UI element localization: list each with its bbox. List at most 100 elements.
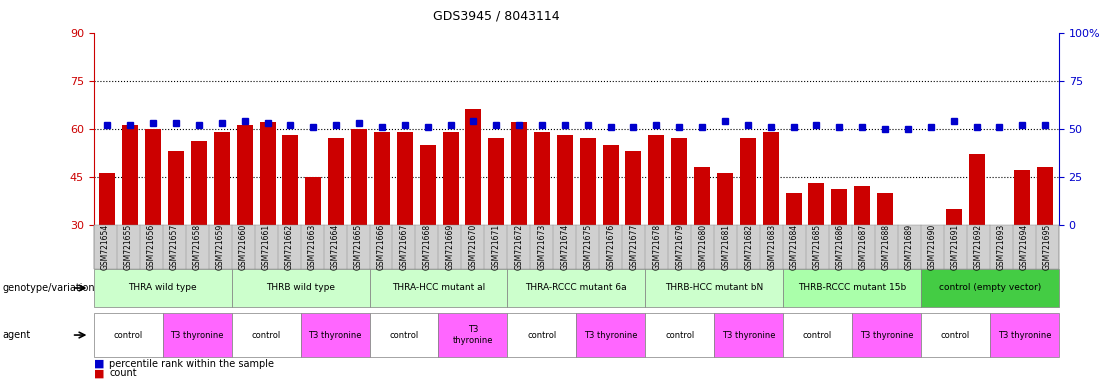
Bar bbox=[900, 225, 915, 247]
Bar bbox=[1015, 170, 1030, 225]
Bar bbox=[808, 183, 824, 225]
Text: control: control bbox=[941, 331, 971, 339]
Bar bbox=[465, 109, 481, 225]
Bar bbox=[649, 135, 664, 225]
Bar bbox=[282, 135, 299, 225]
Text: GSM721686: GSM721686 bbox=[836, 223, 845, 270]
Bar bbox=[146, 129, 161, 225]
Text: GSM721695: GSM721695 bbox=[1043, 223, 1052, 270]
Text: GSM721690: GSM721690 bbox=[928, 223, 936, 270]
Bar bbox=[122, 126, 138, 225]
Text: GSM721676: GSM721676 bbox=[607, 223, 615, 270]
Text: THRA-HCC mutant al: THRA-HCC mutant al bbox=[392, 283, 485, 293]
Bar bbox=[877, 193, 893, 225]
Text: GSM721678: GSM721678 bbox=[652, 223, 661, 270]
Text: GSM721661: GSM721661 bbox=[261, 223, 270, 270]
Bar bbox=[854, 186, 870, 225]
Text: GSM721672: GSM721672 bbox=[514, 223, 523, 270]
Text: percentile rank within the sample: percentile rank within the sample bbox=[109, 359, 275, 369]
Bar bbox=[214, 132, 229, 225]
Text: control: control bbox=[389, 331, 419, 339]
Bar bbox=[785, 193, 802, 225]
Bar bbox=[351, 129, 367, 225]
Text: T3 thyronine: T3 thyronine bbox=[308, 331, 362, 339]
Text: GSM721675: GSM721675 bbox=[583, 223, 592, 270]
Text: THRA wild type: THRA wild type bbox=[128, 283, 197, 293]
Text: GSM721681: GSM721681 bbox=[721, 224, 730, 270]
Text: GSM721671: GSM721671 bbox=[492, 223, 501, 270]
Text: agent: agent bbox=[2, 330, 31, 340]
Text: GSM721684: GSM721684 bbox=[790, 223, 799, 270]
Text: control: control bbox=[803, 331, 833, 339]
Text: GSM721664: GSM721664 bbox=[331, 223, 340, 270]
Bar bbox=[923, 225, 939, 250]
Bar bbox=[625, 151, 642, 225]
Text: control: control bbox=[527, 331, 557, 339]
Text: GSM721688: GSM721688 bbox=[882, 224, 891, 270]
Text: THRB wild type: THRB wild type bbox=[266, 283, 335, 293]
Text: GSM721654: GSM721654 bbox=[100, 223, 109, 270]
Text: GSM721685: GSM721685 bbox=[813, 223, 822, 270]
Text: THRB-RCCC mutant 15b: THRB-RCCC mutant 15b bbox=[797, 283, 907, 293]
Text: T3 thyronine: T3 thyronine bbox=[583, 331, 638, 339]
Bar bbox=[191, 141, 207, 225]
Text: T3 thyronine: T3 thyronine bbox=[997, 331, 1051, 339]
Bar bbox=[99, 174, 116, 225]
Bar bbox=[672, 138, 687, 225]
Text: T3 thyronine: T3 thyronine bbox=[721, 331, 775, 339]
Bar bbox=[237, 126, 253, 225]
Bar bbox=[945, 209, 962, 225]
Bar bbox=[534, 132, 550, 225]
Bar bbox=[374, 132, 390, 225]
Text: GSM721659: GSM721659 bbox=[216, 223, 225, 270]
Text: GSM721693: GSM721693 bbox=[997, 223, 1006, 270]
Text: GSM721682: GSM721682 bbox=[745, 224, 753, 270]
Bar bbox=[1037, 167, 1053, 225]
Text: GSM721668: GSM721668 bbox=[422, 223, 431, 270]
Bar bbox=[602, 145, 619, 225]
Text: GSM721663: GSM721663 bbox=[308, 223, 317, 270]
Bar bbox=[259, 122, 276, 225]
Bar bbox=[968, 154, 985, 225]
Text: T3
thyronine: T3 thyronine bbox=[452, 325, 493, 345]
Text: GSM721655: GSM721655 bbox=[124, 223, 132, 270]
Text: THRB-HCC mutant bN: THRB-HCC mutant bN bbox=[665, 283, 763, 293]
Text: control: control bbox=[114, 331, 143, 339]
Text: GSM721666: GSM721666 bbox=[376, 223, 385, 270]
Text: GSM721658: GSM721658 bbox=[193, 223, 202, 270]
Text: THRA-RCCC mutant 6a: THRA-RCCC mutant 6a bbox=[525, 283, 628, 293]
Bar bbox=[832, 189, 847, 225]
Bar bbox=[740, 138, 756, 225]
Bar bbox=[489, 138, 504, 225]
Text: GSM721662: GSM721662 bbox=[285, 223, 293, 270]
Text: GSM721692: GSM721692 bbox=[974, 223, 983, 270]
Bar bbox=[442, 132, 459, 225]
Bar bbox=[168, 151, 184, 225]
Text: control (empty vector): control (empty vector) bbox=[939, 283, 1041, 293]
Bar bbox=[306, 177, 321, 225]
Text: GSM721683: GSM721683 bbox=[768, 223, 777, 270]
Text: GSM721687: GSM721687 bbox=[859, 223, 868, 270]
Bar bbox=[511, 122, 527, 225]
Bar bbox=[329, 138, 344, 225]
Text: count: count bbox=[109, 368, 137, 378]
Bar bbox=[419, 145, 436, 225]
Text: GSM721677: GSM721677 bbox=[630, 223, 639, 270]
Text: GSM721674: GSM721674 bbox=[560, 223, 569, 270]
Text: ■: ■ bbox=[94, 368, 105, 378]
Text: ■: ■ bbox=[94, 359, 105, 369]
Text: genotype/variation: genotype/variation bbox=[2, 283, 95, 293]
Text: GDS3945 / 8043114: GDS3945 / 8043114 bbox=[433, 10, 559, 23]
Text: GSM721657: GSM721657 bbox=[170, 223, 179, 270]
Text: GSM721689: GSM721689 bbox=[906, 223, 914, 270]
Text: GSM721680: GSM721680 bbox=[698, 223, 707, 270]
Text: GSM721670: GSM721670 bbox=[469, 223, 478, 270]
Bar bbox=[580, 138, 596, 225]
Bar bbox=[717, 174, 733, 225]
Text: GSM721660: GSM721660 bbox=[238, 223, 247, 270]
Text: GSM721667: GSM721667 bbox=[399, 223, 408, 270]
Text: GSM721673: GSM721673 bbox=[537, 223, 546, 270]
Bar bbox=[694, 167, 710, 225]
Text: GSM721679: GSM721679 bbox=[675, 223, 684, 270]
Text: control: control bbox=[665, 331, 695, 339]
